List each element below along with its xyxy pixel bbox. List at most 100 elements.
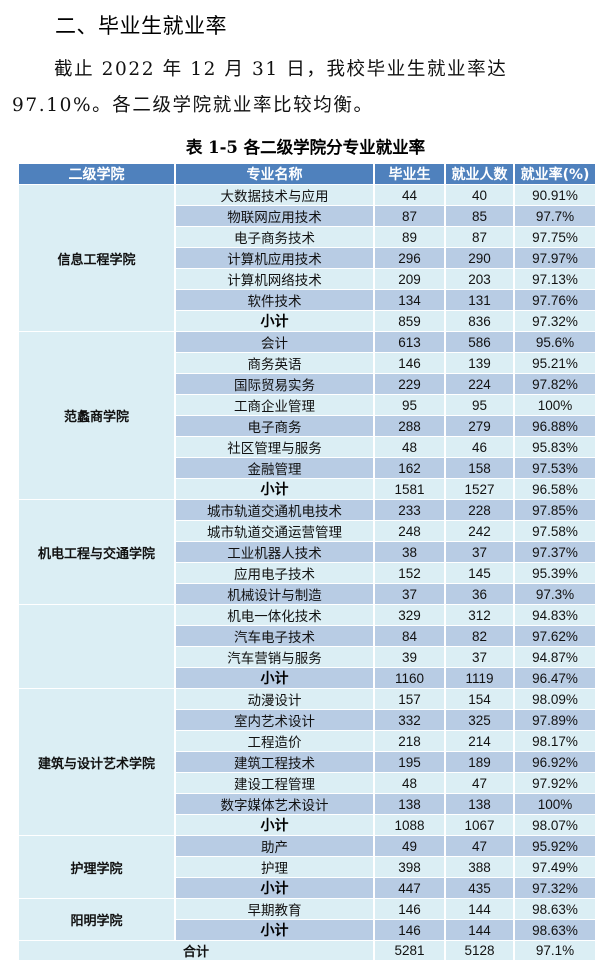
graduates-count: 218 <box>375 731 444 751</box>
table-row: 建筑与设计艺术学院 动漫设计 157 154 98.09% <box>19 689 595 835</box>
graduates-count: 138 <box>375 794 444 814</box>
table-row: 数字媒体艺术设计 138 138 100% <box>19 794 595 814</box>
employed-count: 242 <box>446 521 513 541</box>
employed-count: 46 <box>446 437 513 457</box>
major-name: 小计 <box>176 479 373 499</box>
total-row: 合计 5281 5128 97.1% <box>19 941 595 961</box>
employed-count: 145 <box>446 563 513 583</box>
employed-count: 586 <box>446 332 513 352</box>
employment-rate: 98.63% <box>515 920 595 940</box>
college-name: 建筑与设计艺术学院 <box>19 689 174 835</box>
employed-count: 144 <box>446 899 513 919</box>
employed-count: 154 <box>446 689 513 709</box>
major-name: 计算机网络技术 <box>176 269 373 289</box>
college-name <box>19 605 174 688</box>
graduates-count: 84 <box>375 626 444 646</box>
total-rate: 97.1% <box>515 941 595 961</box>
graduates-count: 398 <box>375 857 444 877</box>
major-name: 国际贸易实务 <box>176 374 373 394</box>
employment-rate: 94.87% <box>515 647 595 667</box>
table-row: 软件技术 134 131 97.76% <box>19 290 595 310</box>
summary-paragraph: 截止 2022 年 12 月 31 日，我校毕业生就业率达 97.10%。各二级… <box>12 59 508 116</box>
major-name: 汽车营销与服务 <box>176 647 373 667</box>
major-name: 小计 <box>176 815 373 835</box>
graduates-count: 1581 <box>375 479 444 499</box>
employment-rate: 100% <box>515 395 595 415</box>
employed-count: 388 <box>446 857 513 877</box>
employment-rate: 98.63% <box>515 899 595 919</box>
employment-rate: 97.92% <box>515 773 595 793</box>
major-name: 小计 <box>176 311 373 331</box>
graduates-count: 447 <box>375 878 444 898</box>
major-name: 物联网应用技术 <box>176 206 373 226</box>
employment-rate: 95.83% <box>515 437 595 457</box>
graduates-count: 49 <box>375 836 444 856</box>
employed-count: 1067 <box>446 815 513 835</box>
graduates-count: 48 <box>375 437 444 457</box>
major-name: 小计 <box>176 920 373 940</box>
table-row: 工商企业管理 95 95 100% <box>19 395 595 415</box>
header-college: 二级学院 <box>19 164 174 184</box>
major-name: 大数据技术与应用 <box>176 185 373 205</box>
employment-rate: 97.58% <box>515 521 595 541</box>
employment-rate: 97.3% <box>515 584 595 604</box>
subtotal-row: 小计 146 144 98.63% <box>19 920 595 940</box>
major-name: 汽车电子技术 <box>176 626 373 646</box>
graduates-count: 157 <box>375 689 444 709</box>
employment-rate: 97.32% <box>515 311 595 331</box>
employed-count: 37 <box>446 542 513 562</box>
graduates-count: 859 <box>375 311 444 331</box>
employed-count: 139 <box>446 353 513 373</box>
major-name: 工商企业管理 <box>176 395 373 415</box>
table-row: 计算机应用技术 296 290 97.97% <box>19 248 595 268</box>
employed-count: 836 <box>446 311 513 331</box>
header-rate: 就业率(%) <box>515 164 595 184</box>
major-name: 社区管理与服务 <box>176 437 373 457</box>
employed-count: 87 <box>446 227 513 247</box>
major-name: 动漫设计 <box>176 689 373 709</box>
table-row: 信息工程学院 大数据技术与应用 44 40 90.91% <box>19 185 595 331</box>
header-employed: 就业人数 <box>446 164 513 184</box>
major-name: 助产 <box>176 836 373 856</box>
table-row: 护理 398 388 97.49% <box>19 857 595 877</box>
table-row: 计算机网络技术 209 203 97.13% <box>19 269 595 289</box>
major-name: 小计 <box>176 668 373 688</box>
graduates-count: 44 <box>375 185 444 205</box>
table-row: 商务英语 146 139 95.21% <box>19 353 595 373</box>
employed-count: 325 <box>446 710 513 730</box>
employed-count: 40 <box>446 185 513 205</box>
table-row: 机电一体化技术 329 312 94.83% <box>19 605 595 688</box>
employed-count: 1527 <box>446 479 513 499</box>
college-name: 阳明学院 <box>19 899 174 940</box>
graduates-count: 87 <box>375 206 444 226</box>
major-name: 数字媒体艺术设计 <box>176 794 373 814</box>
table-row: 机电工程与交通学院 城市轨道交通机电技术 233 228 97.85% <box>19 500 595 604</box>
employment-rate: 96.88% <box>515 416 595 436</box>
table-row: 国际贸易实务 229 224 97.82% <box>19 374 595 394</box>
graduates-count: 89 <box>375 227 444 247</box>
table-row: 工业机器人技术 38 37 97.37% <box>19 542 595 562</box>
employment-rate: 98.09% <box>515 689 595 709</box>
major-name: 室内艺术设计 <box>176 710 373 730</box>
employment-rate: 95.6% <box>515 332 595 352</box>
major-name: 小计 <box>176 878 373 898</box>
graduates-count: 613 <box>375 332 444 352</box>
employment-rate: 96.58% <box>515 479 595 499</box>
section-heading: 二、毕业生就业率 <box>55 14 227 38</box>
total-label: 合计 <box>19 941 373 961</box>
college-name: 护理学院 <box>19 836 174 898</box>
major-name: 商务英语 <box>176 353 373 373</box>
table-row: 电子商务 288 279 96.88% <box>19 416 595 436</box>
employed-count: 131 <box>446 290 513 310</box>
total-graduates: 5281 <box>375 941 444 961</box>
graduates-count: 332 <box>375 710 444 730</box>
major-name: 建设工程管理 <box>176 773 373 793</box>
employed-count: 228 <box>446 500 513 520</box>
graduates-count: 152 <box>375 563 444 583</box>
table-row: 电子商务技术 89 87 97.75% <box>19 227 595 247</box>
employment-rate: 95.92% <box>515 836 595 856</box>
employment-rate: 94.83% <box>515 605 595 625</box>
table-row: 建筑工程技术 195 189 96.92% <box>19 752 595 772</box>
graduates-count: 146 <box>375 899 444 919</box>
employed-count: 158 <box>446 458 513 478</box>
